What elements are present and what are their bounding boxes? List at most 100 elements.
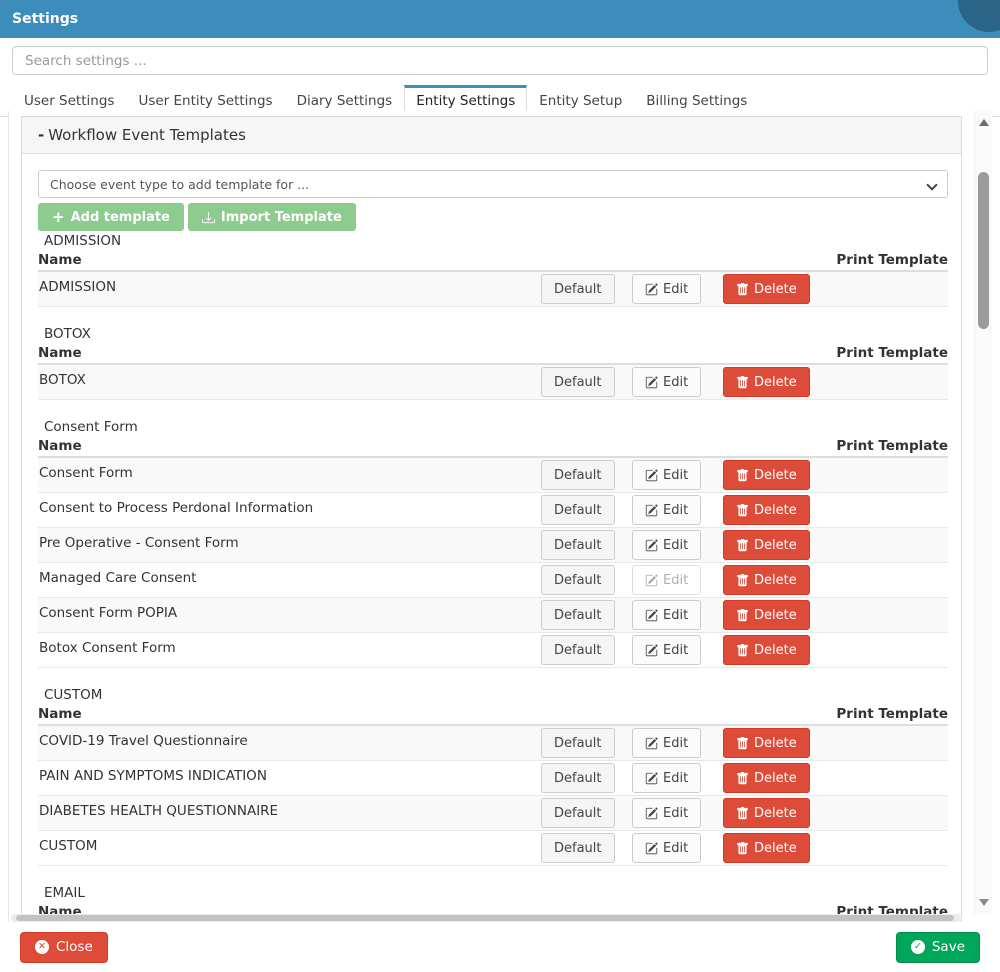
delete-button[interactable]: Delete [723, 274, 810, 304]
edit-button[interactable]: Edit [632, 728, 702, 758]
edit-button[interactable]: Edit [632, 600, 702, 630]
event-type-select-value: Choose event type to add template for ..… [50, 176, 310, 192]
trash-icon [736, 468, 749, 482]
chevron-down-icon [928, 181, 936, 189]
delete-button[interactable]: Delete [723, 728, 810, 758]
section-custom: CUSTOM Name Print Template COVID-19 Trav… [38, 688, 948, 866]
import-template-button[interactable]: Import Template [187, 203, 356, 231]
corner-decoration [958, 0, 1000, 32]
trash-icon [736, 503, 749, 517]
edit-icon [645, 538, 658, 552]
section-admission: ADMISSION Name Print Template ADMISSION … [38, 234, 948, 307]
template-row: COVID-19 Travel Questionnaire Default Ed… [38, 726, 948, 761]
close-button[interactable]: ✕ Close [20, 931, 108, 963]
times-circle-icon: ✕ [35, 940, 49, 954]
edit-button[interactable]: Edit [632, 763, 702, 793]
default-button[interactable]: Default [541, 600, 615, 630]
default-button[interactable]: Default [541, 530, 615, 560]
template-row: Managed Care Consent Default Edit Delete [38, 563, 948, 598]
section-title: EMAIL [44, 885, 85, 901]
delete-button[interactable]: Delete [723, 635, 810, 665]
add-template-button[interactable]: + Add template [38, 203, 184, 231]
modal-titlebar: Settings [0, 0, 1000, 38]
table-header: Name Print Template [38, 346, 948, 365]
default-button[interactable]: Default [541, 274, 615, 304]
section-title: BOTOX [44, 326, 91, 342]
delete-button[interactable]: Delete [723, 833, 810, 863]
scroll-down-arrow-icon[interactable] [979, 899, 989, 906]
edit-icon [645, 736, 658, 750]
edit-icon [645, 503, 658, 517]
template-row: Consent Form POPIA Default Edit Delete [38, 598, 948, 633]
section-consent-form: Consent Form Name Print Template Consent… [38, 420, 948, 668]
template-table: BOTOX Default Edit Delete [38, 365, 948, 400]
delete-button[interactable]: Delete [723, 367, 810, 397]
template-table: ADMISSION Default Edit Delete [38, 272, 948, 307]
tab-billing-settings[interactable]: Billing Settings [646, 93, 748, 109]
template-name: COVID-19 Travel Questionnaire [39, 733, 248, 749]
default-button[interactable]: Default [541, 495, 615, 525]
template-name: Pre Operative - Consent Form [39, 535, 239, 551]
edit-button[interactable]: Edit [632, 530, 702, 560]
default-button[interactable]: Default [541, 763, 615, 793]
default-button[interactable]: Default [541, 367, 615, 397]
default-button[interactable]: Default [541, 460, 615, 490]
section-title: ADMISSION [44, 233, 122, 249]
collapse-toggle[interactable]: - [38, 126, 45, 144]
default-button[interactable]: Default [541, 635, 615, 665]
tab-user-entity-settings[interactable]: User Entity Settings [138, 93, 273, 109]
edit-icon [645, 608, 658, 622]
edit-button[interactable]: Edit [632, 798, 702, 828]
panel-body: Choose event type to add template for ..… [22, 154, 961, 922]
edit-button[interactable]: Edit [632, 367, 702, 397]
vertical-scrollbar-thumb[interactable] [978, 172, 989, 329]
edit-icon [645, 573, 658, 587]
column-name: Name [38, 252, 82, 268]
delete-button[interactable]: Delete [723, 530, 810, 560]
tab-content-scroll-region: - Workflow Event Templates Choose event … [8, 111, 992, 922]
template-name: Consent to Process Perdonal Information [39, 500, 314, 516]
event-type-select[interactable]: Choose event type to add template for ..… [38, 170, 948, 198]
edit-button[interactable]: Edit [632, 565, 702, 595]
template-row: CUSTOM Default Edit Delete [38, 831, 948, 866]
delete-button[interactable]: Delete [723, 460, 810, 490]
tab-user-settings[interactable]: User Settings [24, 93, 115, 109]
template-row: DIABETES HEALTH QUESTIONNAIRE Default Ed… [38, 796, 948, 831]
template-row: Consent Form Default Edit Delete [38, 458, 948, 493]
delete-button[interactable]: Delete [723, 565, 810, 595]
table-header: Name Print Template [38, 439, 948, 458]
default-button[interactable]: Default [541, 565, 615, 595]
template-row: PAIN AND SYMPTOMS INDICATION Default Edi… [38, 761, 948, 796]
section-title: Consent Form [44, 419, 138, 435]
edit-icon [645, 841, 658, 855]
search-input[interactable] [12, 46, 988, 75]
delete-button[interactable]: Delete [723, 600, 810, 630]
delete-button[interactable]: Delete [723, 763, 810, 793]
edit-button[interactable]: Edit [632, 833, 702, 863]
check-circle-icon: ✓ [910, 940, 925, 954]
edit-button[interactable]: Edit [632, 635, 702, 665]
panel-header: - Workflow Event Templates [22, 117, 961, 154]
workflow-event-templates-panel: - Workflow Event Templates Choose event … [21, 116, 962, 922]
save-button[interactable]: ✓ Save [895, 931, 980, 963]
edit-button[interactable]: Edit [632, 274, 702, 304]
delete-button[interactable]: Delete [723, 798, 810, 828]
edit-icon [645, 806, 658, 820]
delete-button[interactable]: Delete [723, 495, 810, 525]
column-print-template: Print Template [836, 252, 948, 268]
panel-title: Workflow Event Templates [48, 126, 246, 144]
tab-entity-setup[interactable]: Entity Setup [539, 93, 623, 109]
scroll-up-arrow-icon[interactable] [979, 119, 989, 126]
edit-button[interactable]: Edit [632, 460, 702, 490]
trash-icon [736, 643, 749, 657]
trash-icon [736, 538, 749, 552]
tab-diary-settings[interactable]: Diary Settings [296, 93, 393, 109]
edit-button[interactable]: Edit [632, 495, 702, 525]
default-button[interactable]: Default [541, 798, 615, 828]
default-button[interactable]: Default [541, 833, 615, 863]
default-button[interactable]: Default [541, 728, 615, 758]
horizontal-scrollbar-thumb[interactable] [16, 915, 954, 921]
horizontal-scrollbar[interactable] [11, 914, 962, 922]
vertical-scrollbar[interactable] [974, 111, 992, 914]
template-name: CUSTOM [39, 838, 98, 854]
